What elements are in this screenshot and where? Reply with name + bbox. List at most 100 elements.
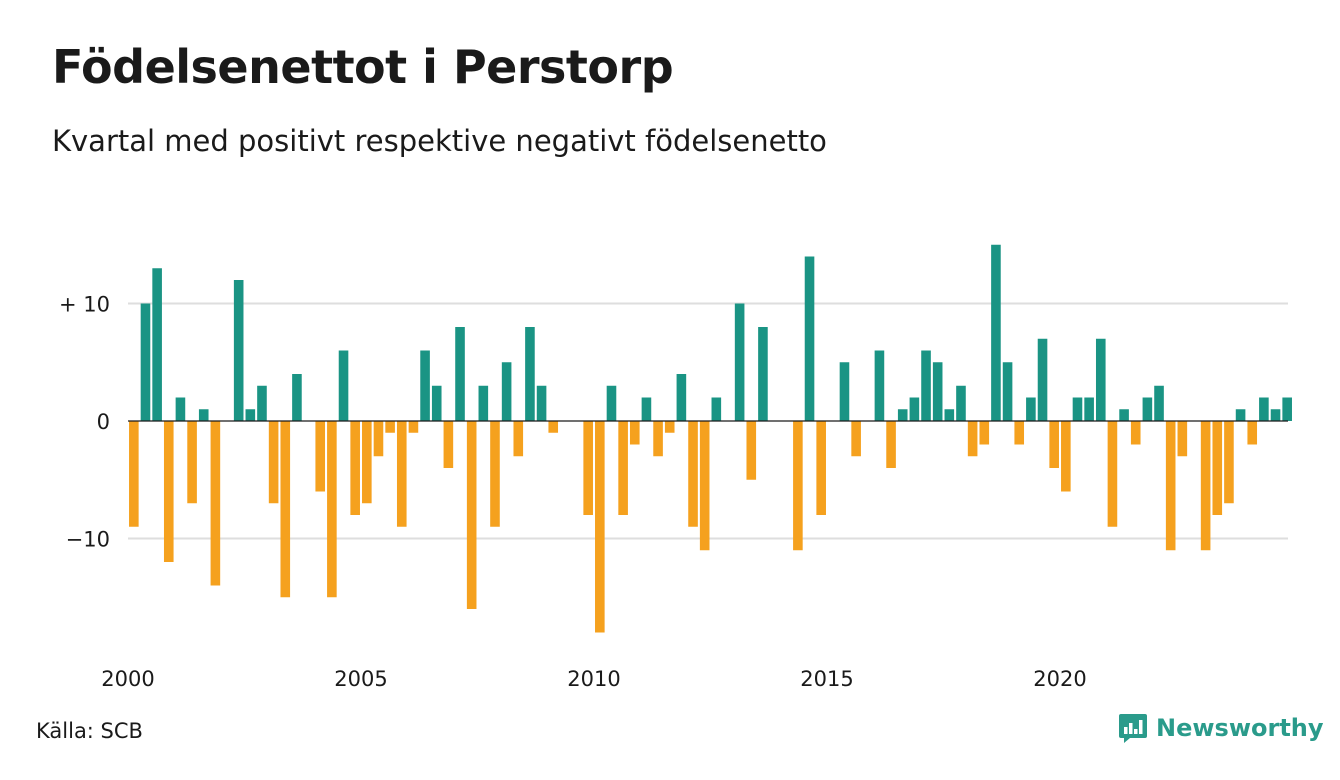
bar-negative (129, 421, 139, 527)
bar-negative (373, 421, 384, 457)
bar-negative (1130, 421, 1141, 445)
y-tick-label: + 10 (59, 293, 110, 317)
x-axis-ticks: 2000 2005 2010 2015 2020 (101, 667, 1086, 691)
bar-positive (991, 244, 1001, 421)
bar-negative (595, 421, 605, 633)
bar-positive (292, 374, 302, 421)
bar-negative (443, 421, 454, 468)
bar-positive (944, 409, 955, 421)
bar-positive (478, 385, 489, 421)
x-tick-label: 2010 (567, 667, 620, 691)
bar-negative (408, 421, 419, 433)
bar-positive (175, 397, 186, 421)
bar-negative (629, 421, 640, 445)
bar-negative (490, 421, 500, 527)
bar-negative (688, 421, 698, 527)
bar-negative (1107, 421, 1118, 527)
bar-negative (163, 421, 174, 562)
bar-negative (385, 421, 395, 433)
x-tick-label: 2000 (101, 667, 154, 691)
bar-positive (338, 350, 349, 421)
bar-negative (886, 421, 896, 468)
bar-positive (525, 327, 535, 421)
bar-positive (676, 374, 687, 421)
bar-negative (396, 421, 407, 527)
bar-negative (583, 421, 593, 515)
bar-positive (245, 409, 256, 421)
bar-positive (420, 350, 430, 421)
bar-positive (140, 303, 151, 421)
bar-positive (641, 397, 652, 421)
chart-title: Födelsenettot i Perstorp (52, 40, 674, 94)
bar-negative (327, 421, 337, 598)
bar-negative (851, 421, 861, 457)
bar-positive (897, 409, 908, 421)
y-tick-label: 0 (97, 410, 110, 434)
bar-negative (653, 421, 663, 457)
x-tick-label: 2020 (1033, 667, 1086, 691)
bar-positive (734, 303, 745, 421)
bar-positive (606, 385, 617, 421)
bar-negative (513, 421, 524, 457)
chart-subtitle: Kvartal med positivt respektive negativt… (52, 124, 827, 158)
bar-positive (1037, 338, 1048, 421)
bar-positive (198, 409, 209, 421)
bar-negative (664, 421, 675, 433)
bar-positive (1270, 409, 1281, 421)
bar-positive (536, 385, 547, 421)
brand-name: Newsworthy (1156, 714, 1324, 742)
bar-positive (956, 385, 966, 421)
bar-positive (909, 397, 920, 421)
bar-positive (758, 327, 768, 421)
bar-positive (1072, 397, 1083, 421)
bar-negative (1165, 421, 1176, 551)
bars (129, 244, 1292, 633)
bar-positive (839, 362, 850, 421)
bar-positive (932, 362, 943, 421)
bar-negative (362, 421, 372, 504)
y-tick-label: −10 (66, 528, 110, 552)
x-tick-label: 2005 (334, 667, 387, 691)
newsworthy-logo: Newsworthy (1118, 712, 1324, 744)
bar-negative (746, 421, 757, 480)
bar-positive (921, 350, 931, 421)
bar-negative (466, 421, 477, 609)
bar-negative (793, 421, 803, 551)
bar-positive (455, 327, 465, 421)
bar-positive (233, 280, 244, 421)
bar-positive (431, 385, 442, 421)
bar-positive (1282, 397, 1292, 421)
bar-positive (874, 350, 885, 421)
bar-positive (1084, 397, 1094, 421)
bar-negative (280, 421, 291, 598)
bar-negative (1014, 421, 1025, 445)
bar-negative (1247, 421, 1258, 445)
bar-positive (1142, 397, 1153, 421)
bar-positive (804, 256, 815, 421)
y-axis-ticks: + 10 0 −10 (59, 293, 110, 552)
bar-negative (548, 421, 559, 433)
bar-negative (268, 421, 279, 504)
bar-negative (1049, 421, 1059, 468)
bar-negative (187, 421, 197, 504)
bar-positive (257, 385, 267, 421)
bar-negative (699, 421, 710, 551)
bar-positive (1119, 409, 1129, 421)
bar-negative (1224, 421, 1234, 504)
bar-positive (152, 268, 162, 421)
bar-negative (618, 421, 628, 515)
bar-negative (1061, 421, 1071, 492)
bar-negative (1177, 421, 1188, 457)
bar-negative (210, 421, 221, 586)
bar-positive (1026, 397, 1036, 421)
bar-positive (1095, 338, 1106, 421)
bar-negative (979, 421, 990, 445)
bar-positive (1002, 362, 1013, 421)
bar-positive (711, 397, 722, 421)
bar-negative (816, 421, 826, 515)
bar-positive (1235, 409, 1246, 421)
bar-positive (501, 362, 512, 421)
source-note: Källa: SCB (36, 719, 143, 743)
bar-negative (315, 421, 326, 492)
